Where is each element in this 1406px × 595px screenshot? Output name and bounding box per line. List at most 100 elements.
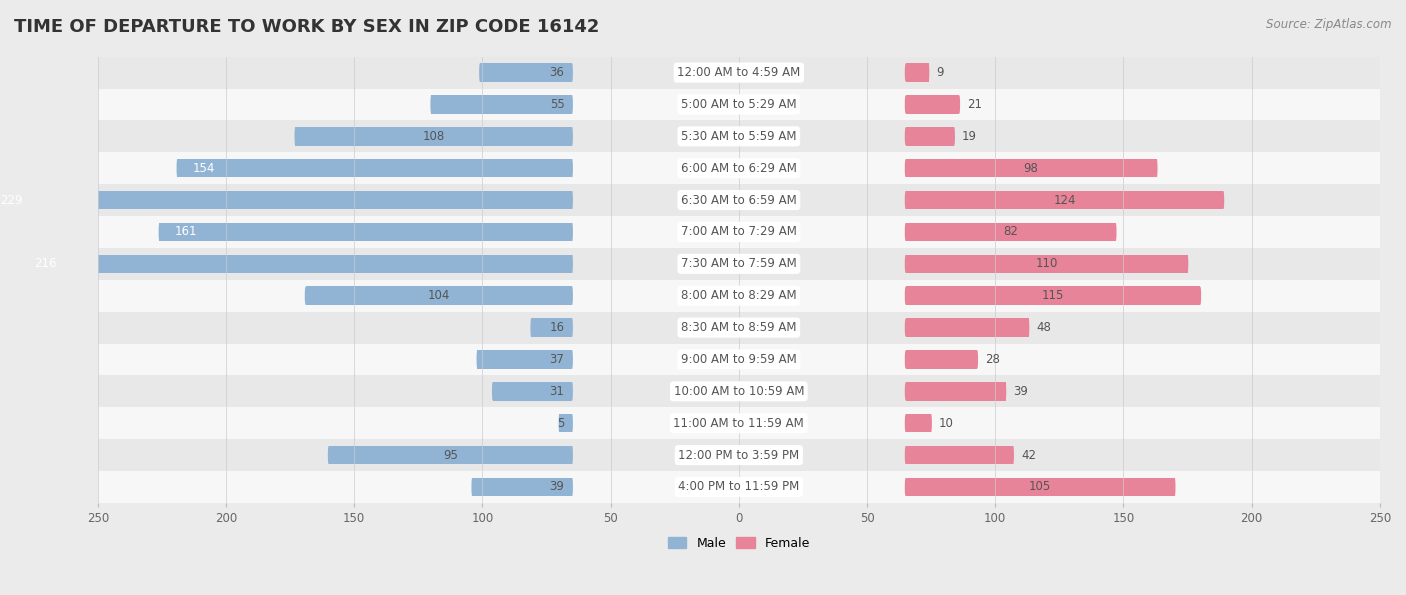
Bar [98, 89, 1379, 120]
Bar [0, 191, 572, 209]
Circle shape [1156, 159, 1157, 177]
Circle shape [558, 414, 560, 433]
Text: 11:00 AM to 11:59 AM: 11:00 AM to 11:59 AM [673, 416, 804, 430]
Text: 7:30 AM to 7:59 AM: 7:30 AM to 7:59 AM [681, 257, 797, 270]
Circle shape [571, 95, 572, 114]
Circle shape [905, 159, 907, 177]
Text: 161: 161 [174, 226, 197, 239]
Circle shape [905, 382, 907, 400]
Circle shape [305, 286, 307, 305]
Circle shape [977, 350, 979, 369]
Circle shape [571, 286, 572, 305]
Text: 10: 10 [939, 416, 953, 430]
Bar [98, 120, 1379, 152]
Bar [905, 63, 928, 82]
Text: 8:00 AM to 8:29 AM: 8:00 AM to 8:29 AM [681, 289, 797, 302]
Circle shape [928, 63, 929, 82]
Bar [98, 471, 1379, 503]
Bar [479, 63, 572, 82]
Circle shape [1028, 318, 1029, 337]
Text: 5:30 AM to 5:59 AM: 5:30 AM to 5:59 AM [681, 130, 797, 143]
Circle shape [18, 255, 20, 273]
Circle shape [905, 63, 907, 82]
Text: 8:30 AM to 8:59 AM: 8:30 AM to 8:59 AM [681, 321, 797, 334]
Text: 39: 39 [1014, 385, 1028, 398]
Circle shape [905, 95, 907, 114]
Bar [905, 255, 1188, 273]
Circle shape [571, 478, 572, 496]
Bar [177, 159, 572, 177]
Text: 28: 28 [986, 353, 1000, 366]
Circle shape [1174, 478, 1175, 496]
Bar [98, 57, 1379, 89]
Bar [98, 280, 1379, 312]
Circle shape [1012, 446, 1014, 464]
Text: 216: 216 [34, 257, 56, 270]
Bar [905, 350, 977, 369]
Text: 6:30 AM to 6:59 AM: 6:30 AM to 6:59 AM [681, 193, 797, 206]
Bar [98, 343, 1379, 375]
Circle shape [477, 350, 478, 369]
Text: 124: 124 [1053, 193, 1076, 206]
Text: 42: 42 [1021, 449, 1036, 462]
Text: 105: 105 [1029, 480, 1052, 493]
Circle shape [571, 414, 572, 433]
Bar [98, 407, 1379, 439]
Circle shape [905, 318, 907, 337]
Text: 115: 115 [1042, 289, 1064, 302]
Circle shape [905, 191, 907, 209]
Text: 110: 110 [1035, 257, 1057, 270]
Circle shape [571, 63, 572, 82]
Circle shape [1223, 191, 1225, 209]
Text: 39: 39 [550, 480, 564, 493]
Circle shape [905, 350, 907, 369]
Circle shape [571, 350, 572, 369]
Bar [905, 446, 1014, 464]
Circle shape [571, 318, 572, 337]
Bar [531, 318, 572, 337]
Text: 16: 16 [550, 321, 564, 334]
Bar [432, 95, 572, 114]
Bar [905, 286, 1201, 305]
Bar [472, 478, 572, 496]
Bar [477, 350, 572, 369]
Circle shape [905, 127, 907, 146]
Bar [905, 191, 1223, 209]
Text: 5: 5 [557, 416, 564, 430]
Circle shape [328, 446, 329, 464]
Bar [98, 184, 1379, 216]
Bar [905, 127, 955, 146]
Circle shape [571, 127, 572, 146]
Text: 48: 48 [1036, 321, 1052, 334]
Bar [305, 286, 572, 305]
Circle shape [905, 414, 907, 433]
Circle shape [905, 223, 907, 241]
Text: 6:00 AM to 6:29 AM: 6:00 AM to 6:29 AM [681, 162, 797, 175]
Circle shape [953, 127, 955, 146]
Circle shape [905, 478, 907, 496]
Text: 19: 19 [962, 130, 977, 143]
Bar [98, 375, 1379, 407]
Text: 31: 31 [550, 385, 564, 398]
Text: 82: 82 [1004, 226, 1018, 239]
Bar [905, 159, 1157, 177]
Bar [159, 223, 572, 241]
Text: Source: ZipAtlas.com: Source: ZipAtlas.com [1267, 18, 1392, 31]
Text: 108: 108 [423, 130, 444, 143]
Circle shape [1005, 382, 1007, 400]
Bar [98, 248, 1379, 280]
Legend: Male, Female: Male, Female [662, 532, 815, 555]
Text: 21: 21 [967, 98, 981, 111]
Circle shape [959, 95, 960, 114]
Circle shape [177, 159, 179, 177]
Text: 37: 37 [550, 353, 564, 366]
Circle shape [905, 446, 907, 464]
Text: 229: 229 [0, 193, 22, 206]
Circle shape [471, 478, 472, 496]
Circle shape [905, 255, 907, 273]
Text: 154: 154 [193, 162, 215, 175]
Circle shape [294, 127, 297, 146]
Bar [329, 446, 572, 464]
Circle shape [430, 95, 432, 114]
Circle shape [1115, 223, 1116, 241]
